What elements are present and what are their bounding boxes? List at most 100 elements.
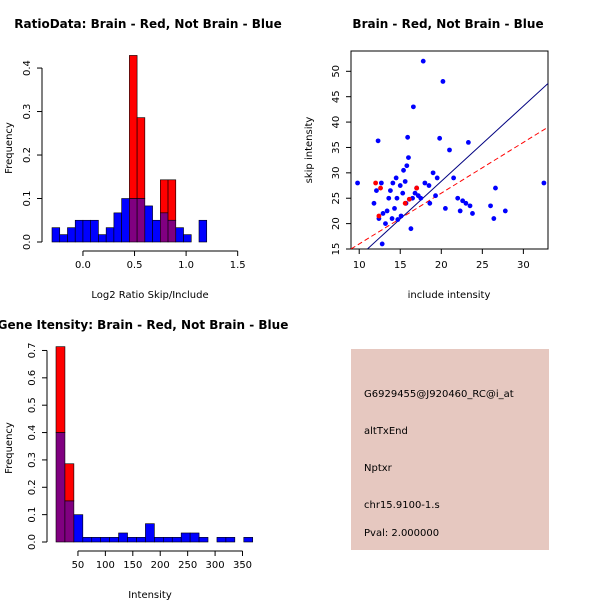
- scatter-point-not-brain: [392, 205, 397, 211]
- ratio-histogram-bar-not-brain: [82, 219, 91, 243]
- gene-intensity-xlabel: Intensity: [128, 590, 172, 600]
- gene-intensity-histogram-panel: Gene Itensity: Brain - Red, Not Brain - …: [0, 318, 288, 600]
- gene-intensity-bar-not-brain: [216, 537, 227, 543]
- scatter-red-dashed-line: [351, 126, 548, 249]
- scatter-y-tick-label: 45: [331, 90, 342, 103]
- gene-intensity-bar-not-brain: [225, 537, 236, 543]
- scatter-reference-lines: [351, 83, 548, 249]
- event-type-text: altTxEnd: [364, 426, 408, 437]
- scatter-x-tick-label: 15: [394, 260, 407, 271]
- ratio-histogram-bar-not-brain: [67, 227, 76, 243]
- scatter-point-not-brain: [463, 200, 469, 206]
- scatter-x-tick-label: 10: [353, 260, 366, 271]
- scatter-point-not-brain: [383, 221, 388, 227]
- gene-intensity-x-tick-label: 250: [178, 560, 197, 571]
- scatter-point-not-brain: [420, 58, 426, 64]
- gene-intensity-ylabel: Frequency: [4, 422, 15, 474]
- scatter-y-tick-label: 40: [331, 116, 342, 129]
- probe-id-text: G6929455@J920460_RC@i_at: [364, 389, 514, 400]
- scatter-point-not-brain: [371, 200, 377, 206]
- intensity-scatter-panel: Brain - Red, Not Brain - Blue include in…: [304, 17, 549, 301]
- scatter-point-not-brain: [470, 211, 475, 216]
- scatter-point-brain: [414, 185, 420, 191]
- scatter-x-tick-label: 30: [517, 260, 530, 271]
- scatter-point-not-brain: [418, 195, 424, 201]
- ratio-histogram-bar-brain: [167, 179, 177, 221]
- scatter-point-not-brain: [384, 208, 390, 214]
- gene-intensity-x-tick-label: 300: [206, 560, 225, 571]
- scatter-point-not-brain: [388, 188, 393, 194]
- scatter-point-brain: [406, 196, 412, 202]
- scatter-point-not-brain: [375, 138, 381, 144]
- scatter-point-not-brain: [406, 155, 411, 161]
- scatter-point-not-brain: [433, 193, 438, 199]
- ratio-histogram-xlabel: Log2 Ratio Skip/Include: [91, 290, 208, 301]
- scatter-point-not-brain: [393, 175, 399, 181]
- ratio-histogram-bar-overlap: [129, 198, 138, 243]
- ratio-histogram-bars: [51, 55, 208, 243]
- scatter-title: Brain - Red, Not Brain - Blue: [352, 17, 543, 31]
- gene-intensity-x-tick-label: 350: [233, 560, 252, 571]
- scatter-y-tick-label: 20: [331, 217, 342, 230]
- scatter-blue-line: [367, 83, 548, 249]
- gene-intensity-bar-brain: [64, 463, 75, 502]
- gene-intensity-bar-not-brain: [100, 537, 110, 543]
- scatter-point-not-brain: [455, 195, 461, 201]
- ratio-histogram-bar-overlap: [160, 212, 169, 243]
- ratio-histogram-x-tick-label: 0.5: [127, 260, 143, 271]
- scatter-point-not-brain: [386, 195, 392, 201]
- gene-intensity-x-tick-label: 100: [96, 560, 115, 571]
- gene-intensity-title: Gene Itensity: Brain - Red, Not Brain - …: [0, 318, 288, 332]
- gene-intensity-bar-not-brain: [189, 532, 200, 543]
- scatter-point-not-brain: [397, 183, 403, 188]
- scatter-point-not-brain: [493, 185, 498, 191]
- gene-intensity-axes: 50 100 150 200 250 300 350 0.0 0.1 0.2 0.3 0.4 0.5 0.…: [27, 343, 252, 571]
- ratio-histogram-bar-not-brain: [175, 227, 184, 243]
- info-panel-background: [351, 349, 549, 550]
- scatter-point-not-brain: [402, 179, 408, 184]
- scatter-point-not-brain: [440, 79, 446, 84]
- probe-info-panel: G6929455@J920460_RC@i_at altTxEnd Nptxr …: [351, 349, 549, 550]
- gene-intensity-bar-not-brain: [73, 514, 84, 543]
- gene-intensity-bar-not-brain: [109, 537, 119, 543]
- scatter-point-not-brain: [398, 213, 404, 219]
- scatter-y-tick-label: 30: [331, 166, 342, 179]
- ratio-histogram-bar-not-brain: [121, 198, 130, 243]
- gene-intensity-y-tick-label: 0.1: [27, 507, 38, 523]
- gene-intensity-bar-not-brain: [163, 537, 173, 543]
- gene-intensity-bar-not-brain: [154, 537, 164, 543]
- ratio-histogram-bar-brain: [160, 179, 169, 214]
- scatter-ylabel: skip intensity: [304, 117, 315, 184]
- gene-intensity-bar-not-brain: [82, 537, 93, 543]
- scatter-point-not-brain: [427, 200, 433, 206]
- ratio-histogram-ylabel: Frequency: [4, 122, 15, 174]
- scatter-point-not-brain: [355, 180, 360, 186]
- ratio-histogram-bar-not-brain: [183, 234, 192, 243]
- location-text: chr15.9100-1.s: [364, 500, 440, 511]
- gene-intensity-bar-not-brain: [91, 537, 102, 543]
- scatter-point-not-brain: [502, 208, 508, 214]
- scatter-point-not-brain: [380, 211, 386, 216]
- gene-intensity-bar-not-brain: [145, 523, 155, 543]
- scatter-point-not-brain: [390, 180, 396, 186]
- scatter-point-not-brain: [491, 216, 497, 221]
- gene-intensity-x-tick-label: 200: [151, 560, 170, 571]
- ratio-histogram-bar-not-brain: [59, 234, 68, 243]
- gene-intensity-bar-overlap: [64, 500, 75, 543]
- scatter-point-not-brain: [401, 167, 406, 173]
- scatter-point-not-brain: [460, 198, 466, 204]
- gene-intensity-y-tick-label: 0.2: [27, 479, 38, 495]
- gene-intensity-bars: [55, 346, 254, 543]
- scatter-point-not-brain: [395, 217, 401, 222]
- gene-intensity-bar-overlap: [55, 432, 66, 543]
- ratio-histogram-y-tick-label: 0.4: [22, 60, 33, 76]
- ratio-histogram-bar-not-brain: [152, 219, 161, 243]
- scatter-point-not-brain: [422, 180, 428, 186]
- ratio-histogram-bar-not-brain: [98, 234, 107, 243]
- scatter-point-not-brain: [465, 139, 471, 145]
- scatter-point-not-brain: [457, 208, 463, 214]
- ratio-histogram-y-tick-label: 0.2: [22, 147, 33, 163]
- scatter-y-tick-label: 25: [331, 192, 342, 205]
- scatter-y-tick-label: 35: [331, 141, 342, 154]
